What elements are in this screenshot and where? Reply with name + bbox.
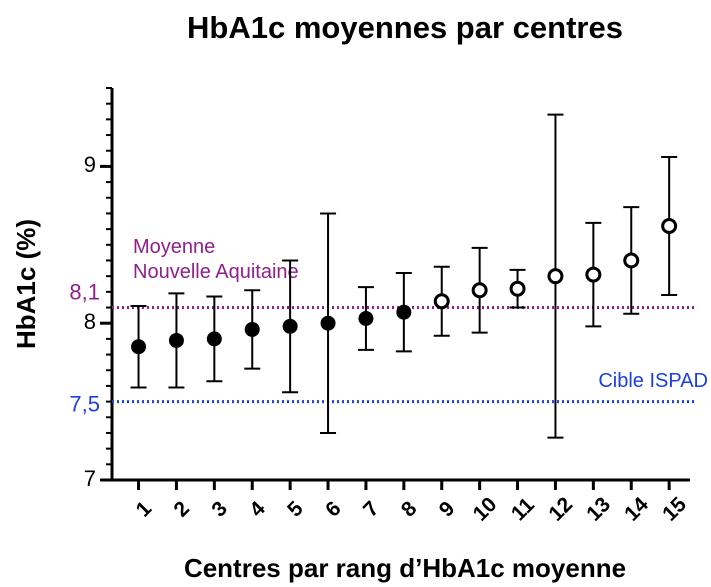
data-point: [433, 293, 450, 310]
x-tick-label: 5: [283, 497, 308, 522]
reference-label: 8,1: [69, 279, 100, 304]
data-point: [244, 321, 260, 337]
reference-annotation: Cible ISPAD: [598, 370, 708, 392]
data-point: [168, 332, 184, 348]
data-point: [509, 280, 526, 297]
x-tick-label: 15: [658, 493, 691, 526]
data-point: [585, 266, 602, 283]
data-point: [471, 282, 488, 299]
data-point: [547, 268, 564, 285]
x-tick-label: 11: [507, 493, 539, 525]
x-tick-label: 4: [245, 497, 270, 522]
reference-annotation: Nouvelle Aquitaine: [133, 261, 299, 283]
data-point: [131, 339, 147, 355]
data-point: [661, 217, 678, 234]
data-point: [282, 318, 298, 334]
y-tick-label: 7: [84, 466, 96, 491]
x-tick-label: 1: [132, 497, 157, 522]
x-tick-label: 14: [620, 493, 653, 526]
reference-annotation: Moyenne: [133, 236, 215, 258]
x-axis-label: Centres par rang d’HbA1c moyenne: [184, 553, 626, 583]
x-tick-label: 7: [359, 497, 384, 522]
x-tick-label: 3: [207, 497, 232, 522]
data-point: [320, 315, 336, 331]
x-tick-label: 10: [469, 493, 502, 526]
data-point: [206, 331, 222, 347]
x-tick-label: 9: [435, 497, 460, 522]
y-tick-label: 9: [84, 152, 96, 177]
y-axis-label: HbA1c (%): [11, 219, 41, 349]
x-tick-label: 8: [397, 497, 422, 522]
data-point: [623, 252, 640, 269]
data-point: [358, 310, 374, 326]
chart-title: HbA1c moyennes par centres: [187, 10, 623, 45]
reference-label: 7,5: [69, 391, 100, 416]
x-tick-label: 12: [544, 493, 577, 526]
x-tick-label: 6: [321, 497, 346, 522]
y-tick-label: 8: [84, 309, 96, 334]
x-tick-label: 2: [169, 497, 194, 522]
x-tick-label: 13: [582, 493, 615, 526]
data-point: [396, 304, 412, 320]
